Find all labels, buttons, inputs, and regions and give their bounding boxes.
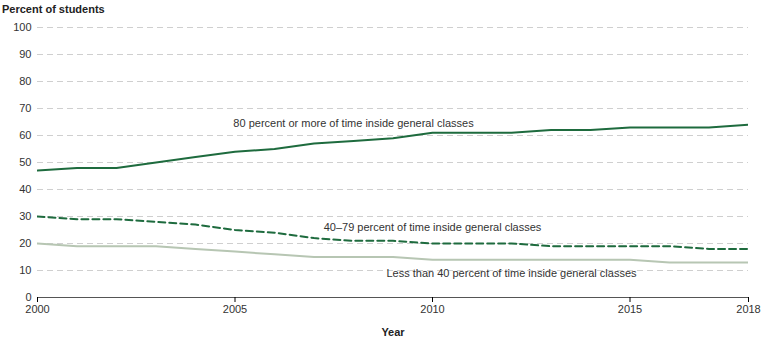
svg-text:40–79 percent of time inside g: 40–79 percent of time inside general cla…	[324, 221, 542, 233]
svg-text:2000: 2000	[25, 303, 49, 315]
svg-text:90: 90	[19, 48, 31, 60]
svg-text:80 percent or more of time ins: 80 percent or more of time inside genera…	[233, 117, 474, 129]
svg-text:70: 70	[19, 102, 31, 114]
svg-text:2005: 2005	[223, 303, 247, 315]
svg-text:2015: 2015	[618, 303, 642, 315]
html-text:Percent of students: Percent of students	[2, 3, 105, 15]
svg-text:30: 30	[19, 210, 31, 222]
svg-text:10: 10	[19, 264, 31, 276]
svg-text:Year: Year	[381, 326, 405, 338]
svg-text:0: 0	[25, 291, 31, 303]
svg-text:2018: 2018	[736, 303, 760, 315]
svg-text:50: 50	[19, 156, 31, 168]
svg-text:60: 60	[19, 129, 31, 141]
svg-text:80: 80	[19, 75, 31, 87]
svg-text:2010: 2010	[420, 303, 444, 315]
svg-text:20: 20	[19, 237, 31, 249]
svg-text:40: 40	[19, 183, 31, 195]
svg-text:Less than 40 percent of time i: Less than 40 percent of time inside gene…	[386, 267, 637, 279]
svg-text:100: 100	[13, 21, 31, 33]
